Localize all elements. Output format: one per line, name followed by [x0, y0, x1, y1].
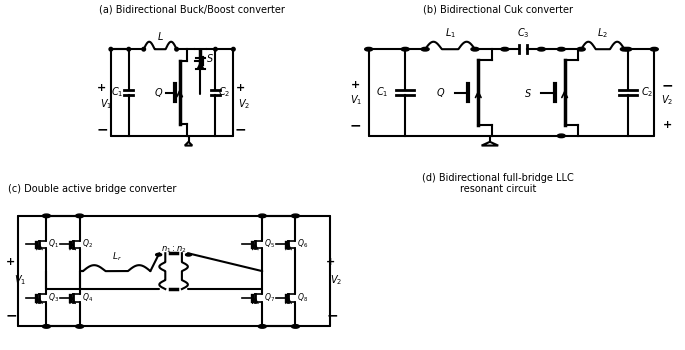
- Circle shape: [471, 47, 479, 51]
- Text: +: +: [97, 83, 106, 93]
- Circle shape: [42, 324, 51, 328]
- Circle shape: [421, 47, 429, 51]
- Text: $L$: $L$: [157, 30, 164, 42]
- Text: $V_1$: $V_1$: [14, 273, 27, 287]
- Circle shape: [501, 47, 509, 51]
- Title: (d) Bidirectional full-bridge LLC
resonant circuit: (d) Bidirectional full-bridge LLC resona…: [423, 173, 574, 194]
- Text: (c) Double active bridge converter: (c) Double active bridge converter: [8, 184, 176, 194]
- Text: $Q_4$: $Q_4$: [82, 292, 92, 304]
- Text: $n_1:n_2$: $n_1:n_2$: [161, 245, 186, 255]
- Text: $V_1$: $V_1$: [350, 93, 362, 107]
- Circle shape: [621, 47, 628, 51]
- Text: (a) Bidirectional Buck/Boost converter: (a) Bidirectional Buck/Boost converter: [99, 4, 285, 14]
- Text: $Q_6$: $Q_6$: [297, 238, 308, 251]
- Circle shape: [292, 214, 299, 218]
- Circle shape: [214, 47, 217, 51]
- Circle shape: [258, 324, 266, 328]
- Text: $C_3$: $C_3$: [516, 26, 530, 40]
- Circle shape: [42, 214, 51, 218]
- Text: $Q_5$: $Q_5$: [264, 238, 275, 251]
- Circle shape: [142, 47, 145, 51]
- Circle shape: [624, 47, 632, 51]
- Text: +: +: [6, 257, 16, 267]
- Circle shape: [258, 214, 266, 218]
- Title: (b) Bidirectional Cuk converter: (b) Bidirectional Cuk converter: [423, 4, 573, 14]
- Text: $C_1$: $C_1$: [110, 86, 123, 99]
- Circle shape: [75, 214, 84, 218]
- Text: $S$: $S$: [206, 52, 214, 64]
- Text: $Q$: $Q$: [436, 86, 445, 99]
- Circle shape: [650, 47, 658, 51]
- Circle shape: [155, 253, 162, 256]
- Text: $V_2$: $V_2$: [329, 273, 342, 287]
- Text: $V_1$: $V_1$: [100, 98, 112, 111]
- Text: $V_2$: $V_2$: [238, 98, 250, 111]
- Text: $Q_7$: $Q_7$: [264, 292, 275, 304]
- Text: $Q$: $Q$: [154, 86, 163, 99]
- Text: $L_r$: $L_r$: [112, 250, 122, 263]
- Text: $L_2$: $L_2$: [597, 26, 608, 40]
- Text: $C_1$: $C_1$: [376, 86, 388, 99]
- Circle shape: [401, 47, 409, 51]
- Text: $V_2$: $V_2$: [661, 93, 673, 107]
- Circle shape: [186, 253, 192, 256]
- Text: +: +: [663, 120, 672, 131]
- Circle shape: [558, 134, 565, 138]
- Circle shape: [364, 47, 373, 51]
- Text: $Q_1$: $Q_1$: [49, 238, 60, 251]
- Text: +: +: [236, 83, 245, 93]
- Circle shape: [538, 47, 545, 51]
- Text: $Q_3$: $Q_3$: [49, 292, 60, 304]
- Circle shape: [292, 324, 299, 328]
- Text: $Q_2$: $Q_2$: [82, 238, 92, 251]
- Circle shape: [558, 47, 565, 51]
- Text: +: +: [351, 80, 360, 90]
- Circle shape: [175, 47, 178, 51]
- Circle shape: [232, 47, 235, 51]
- Text: −: −: [326, 308, 338, 322]
- Text: $L_1$: $L_1$: [445, 26, 456, 40]
- Text: +: +: [326, 257, 336, 267]
- Text: $C_2$: $C_2$: [641, 86, 653, 99]
- Text: $Q_8$: $Q_8$: [297, 292, 308, 304]
- Circle shape: [127, 47, 131, 51]
- Circle shape: [577, 47, 585, 51]
- Text: $C_2$: $C_2$: [219, 86, 231, 99]
- Text: −: −: [235, 123, 247, 137]
- Text: $S$: $S$: [523, 86, 532, 98]
- Circle shape: [109, 47, 112, 51]
- Text: −: −: [5, 308, 16, 322]
- Text: −: −: [662, 78, 673, 92]
- Text: −: −: [349, 118, 361, 132]
- Text: −: −: [96, 123, 108, 137]
- Circle shape: [75, 324, 84, 328]
